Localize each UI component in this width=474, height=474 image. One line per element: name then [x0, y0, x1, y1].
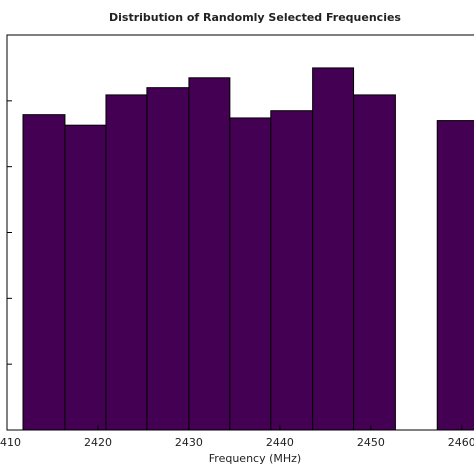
bar — [436, 120, 474, 431]
bar — [64, 124, 107, 431]
bar — [22, 114, 66, 431]
bar — [229, 117, 272, 431]
bar — [188, 77, 231, 431]
bar — [146, 87, 190, 431]
bar — [353, 94, 396, 431]
chart-title: Distribution of Randomly Selected Freque… — [109, 11, 401, 24]
x-tick-label: 2430 — [175, 436, 203, 449]
bar — [270, 110, 314, 431]
x-tick-label: 2460 — [448, 436, 474, 449]
bar — [105, 94, 148, 431]
x-tick-label: 2440 — [266, 436, 294, 449]
x-tick-label: 2450 — [357, 436, 385, 449]
bar — [312, 67, 355, 431]
x-tick-label: 2410 — [0, 436, 21, 449]
x-axis-label: Frequency (MHz) — [209, 452, 301, 465]
x-tick-label: 2420 — [84, 436, 112, 449]
